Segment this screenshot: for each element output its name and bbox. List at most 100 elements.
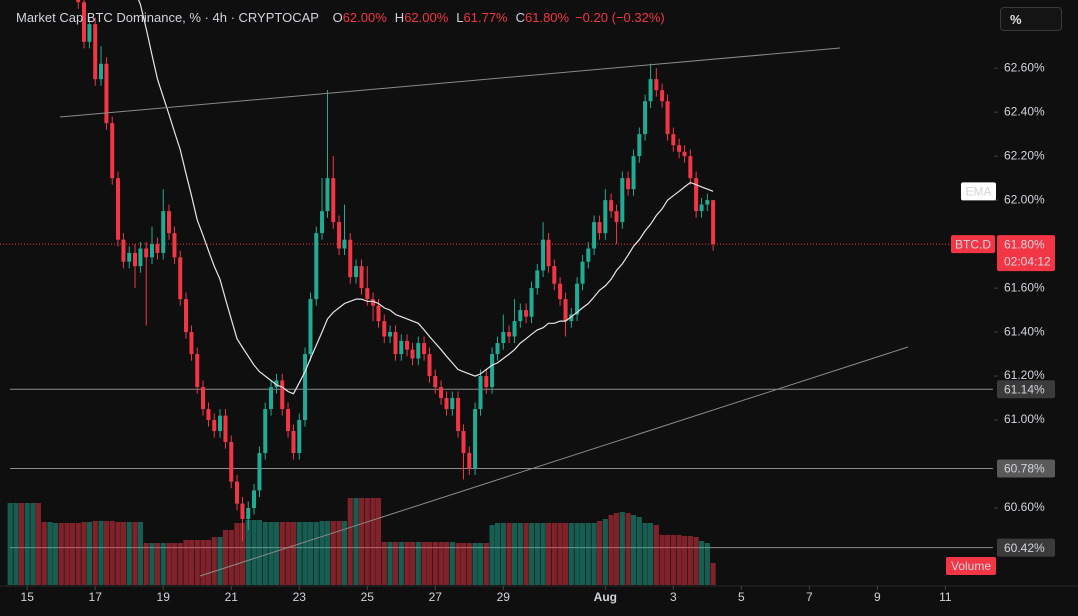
last-price-box <box>997 235 1055 272</box>
x-tick-label: 21 <box>225 590 239 604</box>
candle-body <box>376 305 381 322</box>
level-label-box <box>997 380 1055 399</box>
volume-bar <box>115 522 121 585</box>
volume-bar <box>364 498 370 585</box>
volume-bar <box>47 522 53 585</box>
candle-body <box>280 380 285 410</box>
candle-body <box>575 283 580 315</box>
volume-bar <box>7 503 13 585</box>
candle-body <box>331 178 336 223</box>
volume-bar <box>188 540 195 585</box>
volume-bar <box>398 542 404 585</box>
candle-body <box>416 343 421 359</box>
volume-bar <box>126 522 132 585</box>
volume-bar <box>460 543 467 585</box>
volume-bar <box>483 543 489 585</box>
volume-bar <box>86 522 93 585</box>
candle-body <box>614 211 619 223</box>
candle-body <box>535 270 540 289</box>
candle-body <box>161 211 166 253</box>
volume-bar <box>693 537 699 585</box>
candle-body <box>218 415 223 432</box>
level-label: 60.42% <box>1004 541 1045 555</box>
last-price-label: 61.80% <box>1004 237 1045 251</box>
volume-bar <box>704 543 710 585</box>
candle-body <box>155 244 160 253</box>
candle-body <box>252 490 257 509</box>
candle-body <box>427 354 432 377</box>
volume-bar <box>92 521 98 585</box>
candle-body <box>490 354 495 388</box>
candle-body <box>507 332 512 337</box>
candle-body <box>682 151 687 157</box>
candle-body <box>580 261 585 284</box>
candle-body <box>167 211 172 234</box>
candle-body <box>648 79 653 102</box>
volume-bar <box>154 543 161 585</box>
volume-bar <box>143 543 149 585</box>
volume-bar <box>415 542 421 585</box>
volume-bar <box>160 543 166 585</box>
level-label-box <box>997 538 1055 557</box>
volume-bar <box>262 522 268 585</box>
x-tick-label: 11 <box>939 590 952 604</box>
candle-body <box>597 222 602 234</box>
candle-body <box>660 90 665 102</box>
volume-bar <box>613 513 620 585</box>
legend-value: 61.77% <box>463 10 508 25</box>
y-tick-label: 60.60% <box>1004 500 1045 514</box>
candle-body <box>229 442 234 482</box>
volume-bar <box>296 522 302 585</box>
volume-bar <box>432 542 438 585</box>
volume-bar <box>30 503 36 585</box>
candle-body <box>104 63 109 124</box>
legend-value: 62.00% <box>342 10 387 25</box>
volume-bar <box>336 521 342 585</box>
legend-key: O <box>332 10 343 25</box>
volume-bar <box>477 543 484 585</box>
volume-bar <box>472 543 478 585</box>
ema-line <box>137 0 714 395</box>
x-tick-label: Aug <box>594 590 617 604</box>
volume-bar <box>500 523 506 585</box>
volume-bar <box>489 525 495 585</box>
x-tick-label: 19 <box>157 590 171 604</box>
volume-bar <box>183 540 189 585</box>
candle-body <box>212 420 217 432</box>
volume-bar <box>523 523 529 585</box>
volume-bar <box>551 523 557 585</box>
volume-bar <box>579 523 586 585</box>
volume-bar <box>449 542 455 585</box>
volume-bar <box>636 517 642 585</box>
trend-line <box>59 47 841 118</box>
level-label-box <box>997 459 1055 478</box>
volume-bar <box>591 523 597 585</box>
candle-body <box>422 343 427 355</box>
volume-bar <box>466 543 472 585</box>
x-tick-label: 9 <box>874 590 881 604</box>
candle-body <box>518 310 523 322</box>
volume-tag: Volume <box>951 559 991 573</box>
scale-button[interactable]: % <box>1000 7 1062 31</box>
candle-body <box>461 431 466 454</box>
candle-body <box>76 0 81 3</box>
candle-body <box>433 376 438 388</box>
candle-body <box>99 63 104 80</box>
volume-bar <box>205 540 212 585</box>
candle-body <box>325 178 330 212</box>
candle-body <box>172 233 177 258</box>
legend-key: H <box>394 10 405 25</box>
y-tick-label: 61.00% <box>1004 412 1045 426</box>
candle-body <box>501 332 506 344</box>
candle-body <box>178 257 183 300</box>
candle-body <box>478 376 483 410</box>
candle-body <box>631 156 636 190</box>
candle-body <box>189 332 194 355</box>
candle-body <box>439 387 444 399</box>
candle-body <box>382 321 387 337</box>
volume-bar <box>307 522 314 585</box>
countdown-label: 02:04:12 <box>1004 254 1051 268</box>
x-tick-label: 17 <box>89 590 103 604</box>
